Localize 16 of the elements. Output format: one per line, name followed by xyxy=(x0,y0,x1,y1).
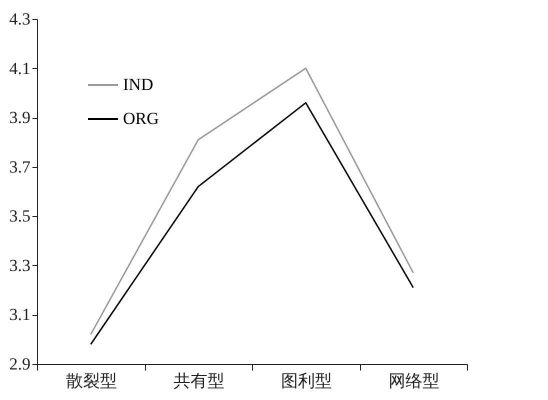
x-tick-label: 网络型 xyxy=(388,372,440,390)
x-tick-label: 图利型 xyxy=(280,372,332,390)
y-tick-label: 3.1 xyxy=(9,305,30,324)
legend-label: IND xyxy=(123,75,154,94)
x-tick-label: 共有型 xyxy=(173,372,224,390)
y-tick-label: 4.3 xyxy=(9,10,30,28)
legend-label: ORG xyxy=(123,109,159,128)
x-tick-label: 散裂型 xyxy=(66,372,117,390)
y-tick-label: 4.1 xyxy=(9,58,30,78)
y-tick-label: 2.9 xyxy=(9,354,30,374)
y-tick-label: 3.9 xyxy=(9,108,30,128)
line-series xyxy=(90,68,414,336)
line-series xyxy=(90,102,414,346)
y-tick-label: 3.7 xyxy=(9,157,31,176)
y-tick-label: 3.5 xyxy=(9,206,30,226)
y-tick-label: 3.3 xyxy=(9,256,30,275)
